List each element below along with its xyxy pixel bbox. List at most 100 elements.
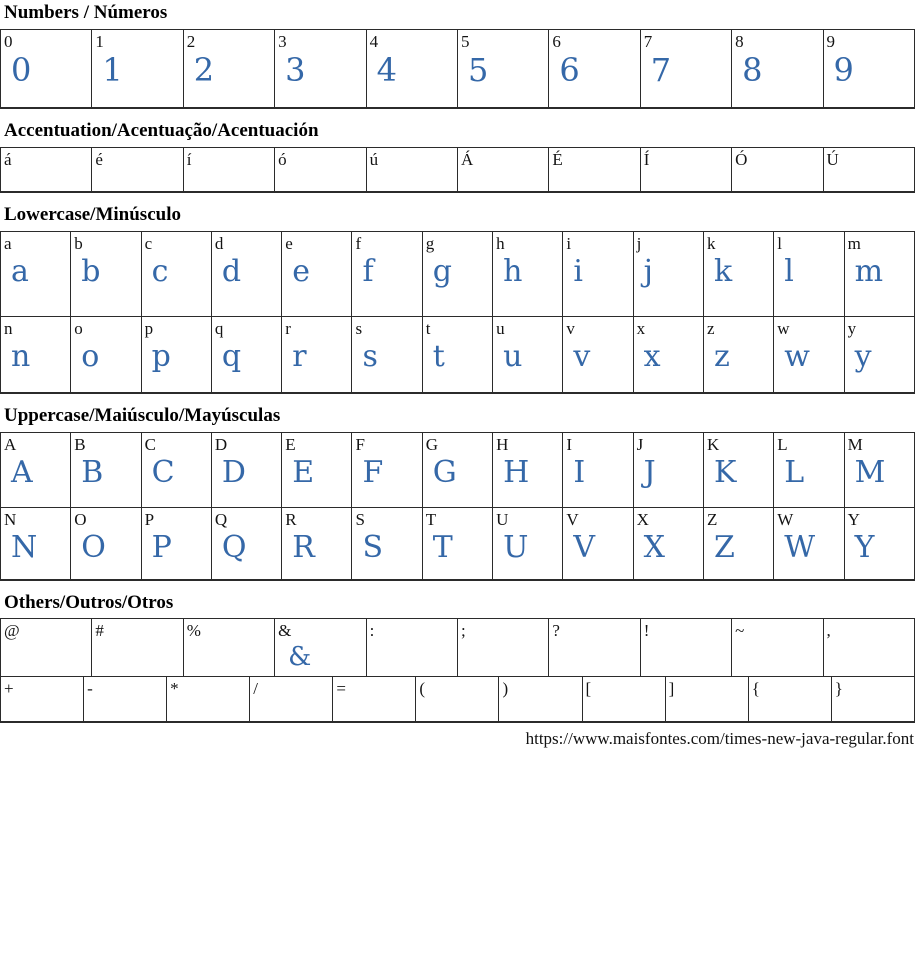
cell-label: c	[144, 233, 153, 253]
cell-label: s	[355, 318, 363, 338]
cell-label: M	[847, 435, 863, 455]
cell-label: !	[643, 621, 650, 641]
cell-glyph: Z	[713, 530, 735, 566]
cell-glyph: t	[432, 338, 445, 374]
glyph-cell: ?	[548, 618, 641, 678]
cell-glyph: P	[151, 530, 172, 566]
glyph-cell: !	[639, 618, 733, 678]
cell-label: P	[144, 510, 155, 530]
cell-glyph: u	[503, 338, 523, 374]
cell-glyph: U	[503, 530, 529, 566]
cell-label: í	[186, 150, 192, 170]
cell-glyph: e	[292, 253, 310, 289]
cell-label: T	[425, 510, 437, 530]
cell-glyph: 3	[285, 51, 306, 90]
cell-glyph: R	[292, 530, 315, 566]
cell-label: *	[170, 679, 179, 699]
cell-glyph: J	[643, 455, 656, 491]
cell-glyph: 5	[467, 51, 489, 90]
glyph-cell: (	[415, 676, 500, 723]
cell-label: {	[751, 679, 760, 699]
cell-glyph: i	[573, 253, 583, 289]
cell-glyph: Y	[854, 530, 875, 566]
glyph-cell: í	[182, 147, 276, 193]
cell-glyph: p	[151, 338, 171, 374]
cell-label: d	[214, 233, 224, 253]
glyph-cell: }	[830, 676, 916, 723]
cell-glyph: 7	[650, 51, 672, 90]
cell-glyph: X	[643, 530, 666, 566]
cell-label: f	[355, 233, 362, 253]
glyph-cell: #	[91, 618, 184, 678]
cell-label: 2	[186, 31, 196, 51]
cell-label: R	[285, 510, 297, 530]
cell-glyph: 4	[376, 51, 397, 90]
cell-label: t	[425, 318, 431, 338]
section-title-numbers: Numbers / Números	[4, 2, 168, 23]
cell-label: =	[336, 679, 346, 699]
cell-label: i	[566, 233, 572, 253]
cell-label: m	[847, 233, 861, 253]
cell-glyph: 0	[11, 51, 32, 90]
cell-label: /	[253, 679, 258, 699]
cell-label: Z	[706, 510, 718, 530]
cell-label: u	[496, 318, 505, 338]
cell-label: 9	[826, 31, 836, 51]
glyph-cell: ;	[456, 618, 550, 678]
cell-label: é	[95, 150, 103, 170]
glyph-cell: {	[747, 676, 832, 723]
glyph-cell: ú	[365, 147, 458, 193]
glyph-cell: /	[249, 676, 334, 723]
cell-glyph: 8	[742, 51, 763, 90]
cell-label: I	[566, 435, 573, 455]
cell-glyph: &	[288, 641, 312, 672]
cell-label: 8	[735, 31, 744, 51]
cell-label: j	[636, 233, 642, 253]
glyph-cell: ]	[664, 676, 749, 723]
cell-label: A	[4, 435, 17, 455]
cell-label: x	[636, 318, 646, 338]
cell-glyph: a	[11, 253, 29, 289]
source-url: https://www.maisfontes.com/times-new-jav…	[525, 728, 914, 748]
cell-label: N	[4, 510, 17, 530]
glyph-cell: & &	[274, 618, 367, 678]
glyph-cell: [	[581, 676, 666, 723]
cell-label: y	[847, 318, 857, 338]
cell-glyph: C	[151, 455, 175, 491]
section-accentuation: Accentuation/Acentuação/Acentuación á é í ó…	[0, 109, 916, 193]
cell-label: Y	[847, 510, 860, 530]
